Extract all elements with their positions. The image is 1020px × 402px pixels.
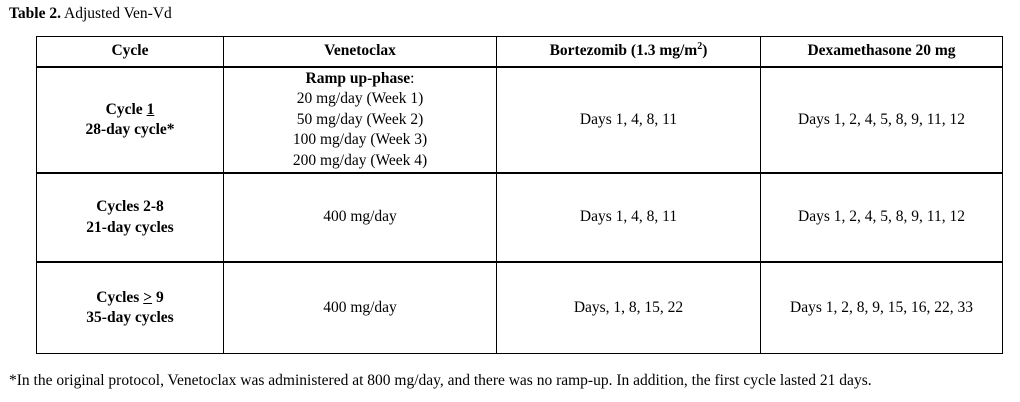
cycle-line-1: Cycles > 9 xyxy=(41,288,219,309)
cycle-prefix: Cycle xyxy=(105,100,147,118)
header-venetoclax: Venetoclax xyxy=(223,36,497,68)
cell-cycle: Cycle 1 28-day cycle* xyxy=(36,66,224,174)
cycle-line-2: 28-day cycle* xyxy=(85,121,175,138)
header-bortezomib-superscript: 2 xyxy=(697,41,703,53)
cell-cycle: Cycles > 9 35-day cycles xyxy=(36,261,224,354)
table-row: Cycles 2-8 21-day cycles 400 mg/day Days… xyxy=(36,172,1003,263)
greater-equal-symbol: > xyxy=(143,288,153,306)
cell-venetoclax: Ramp up-phase: 20 mg/day (Week 1) 50 mg/… xyxy=(223,66,497,174)
regimen-table: Cycle Venetoclax Bortezomib (1.3 mg/m2) … xyxy=(36,36,1003,354)
cell-dexamethasone: Days 1, 2, 8, 9, 15, 16, 22, 33 xyxy=(760,261,1003,354)
cycle-number: 9 xyxy=(152,288,164,306)
table-caption: Table 2. Adjusted Ven-Vd xyxy=(9,4,172,24)
cycle-prefix: Cycles xyxy=(96,288,144,306)
ramp-up-heading: Ramp up-phase: xyxy=(228,69,492,90)
cell-bortezomib: Days 1, 4, 8, 11 xyxy=(496,172,761,263)
ramp-up-dose: 20 mg/day (Week 1) xyxy=(296,90,424,108)
cell-dexamethasone: Days 1, 2, 4, 5, 8, 9, 11, 12 xyxy=(760,66,1003,174)
cycle-line-1: Cycles 2-8 xyxy=(96,198,164,215)
ramp-up-dose: 50 mg/day (Week 2) xyxy=(296,110,424,128)
ramp-up-label: Ramp up-phase xyxy=(305,69,411,87)
cell-cycle: Cycles 2-8 21-day cycles xyxy=(36,172,224,263)
cell-venetoclax: 400 mg/day xyxy=(223,261,497,354)
header-cycle: Cycle xyxy=(36,36,224,68)
cycle-line-1: Cycle 1 xyxy=(41,100,219,121)
table-title: Adjusted Ven-Vd xyxy=(64,5,172,22)
cell-bortezomib: Days, 1, 8, 15, 22 xyxy=(496,261,761,354)
header-dexamethasone: Dexamethasone 20 mg xyxy=(760,36,1003,68)
cell-bortezomib: Days 1, 4, 8, 11 xyxy=(496,66,761,174)
table-header-row: Cycle Venetoclax Bortezomib (1.3 mg/m2) … xyxy=(36,36,1003,68)
ramp-up-colon: : xyxy=(410,69,415,87)
header-bortezomib-text: Bortezomib (1.3 mg/m xyxy=(549,42,698,60)
header-bortezomib-close: ) xyxy=(702,42,708,60)
table-label: Table 2. xyxy=(9,5,61,22)
cell-venetoclax: 400 mg/day xyxy=(223,172,497,263)
table-row: Cycle 1 28-day cycle* Ramp up-phase: 20 … xyxy=(36,66,1003,174)
ramp-up-dose: 200 mg/day (Week 4) xyxy=(292,151,428,169)
table-footnote: *In the original protocol, Venetoclax wa… xyxy=(9,372,872,389)
table-row: Cycles > 9 35-day cycles 400 mg/day Days… xyxy=(36,261,1003,354)
cycle-number: 1 xyxy=(146,100,155,118)
ramp-up-dose: 100 mg/day (Week 3) xyxy=(292,131,428,149)
header-bortezomib: Bortezomib (1.3 mg/m2) xyxy=(496,36,761,68)
cell-dexamethasone: Days 1, 2, 4, 5, 8, 9, 11, 12 xyxy=(760,172,1003,263)
cycle-line-2: 35-day cycles xyxy=(86,309,174,326)
cycle-line-2: 21-day cycles xyxy=(86,218,174,236)
